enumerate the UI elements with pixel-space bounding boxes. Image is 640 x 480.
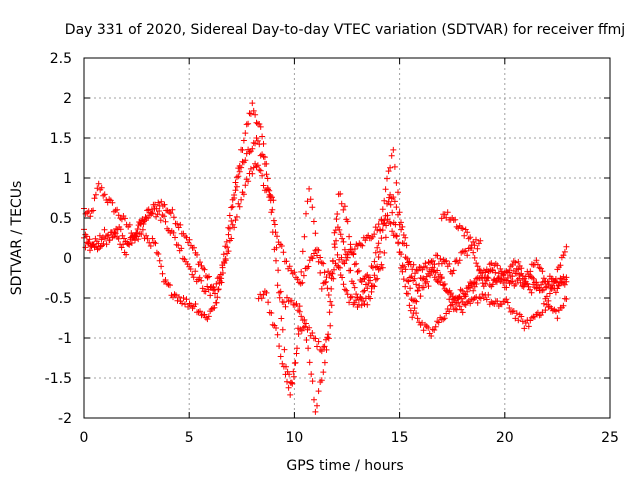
y-tick-label: 2.5 [50,51,72,67]
y-tick-label: -2 [58,411,72,427]
plot-frame [83,57,611,419]
y-tick-label: 0 [63,251,72,267]
y-tick-label: 1 [63,171,72,187]
y-tick-label: 1.5 [50,131,72,147]
grid-lines [84,58,610,418]
point-markers [81,100,570,306]
x-tick-label: 20 [496,430,514,446]
chart-title: Day 331 of 2020, Sidereal Day-to-day VTE… [65,22,625,38]
y-axis-label: SDTVAR / TECUs [9,181,25,296]
x-tick-label: 0 [80,430,89,446]
y-tick-label: 2 [63,91,72,107]
series-track-4 [255,185,570,398]
y-tick-label: -0.5 [45,291,72,307]
series-track-1 [81,100,570,306]
x-tick-label: 10 [285,430,303,446]
point-markers [255,185,570,398]
y-tick-label: -1.5 [45,371,72,387]
x-tick-label: 25 [601,430,619,446]
x-tick-label: 15 [391,430,409,446]
axis-ticks: 0 5 10 15 20 25 -2 -1.5 -1 -0.5 0 0.5 1 1.5 2 2.5 [45,51,619,446]
x-tick-label: 5 [185,430,194,446]
y-tick-label: -1 [58,331,72,347]
point-markers [438,209,484,252]
series-track-5 [438,209,484,252]
y-tick-label: 0.5 [50,211,72,227]
x-axis-label: GPS time / hours [286,458,403,474]
